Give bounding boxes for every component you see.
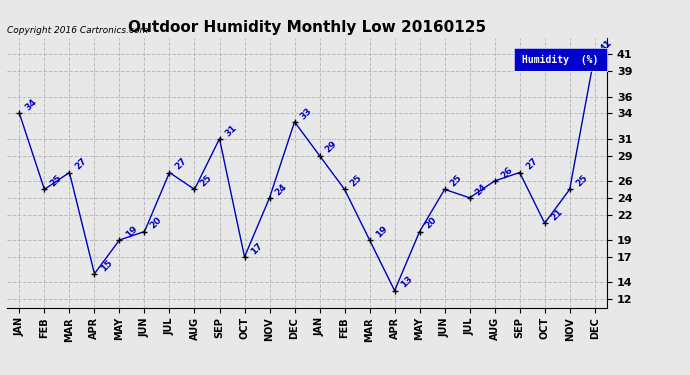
Text: 25: 25 bbox=[199, 173, 214, 189]
Text: 25: 25 bbox=[348, 173, 364, 189]
Text: Copyright 2016 Cartronics.com: Copyright 2016 Cartronics.com bbox=[7, 26, 148, 35]
Text: 33: 33 bbox=[299, 106, 314, 121]
Text: 20: 20 bbox=[424, 216, 439, 231]
Text: 21: 21 bbox=[549, 207, 564, 222]
Text: 24: 24 bbox=[474, 182, 489, 197]
Text: 24: 24 bbox=[274, 182, 289, 197]
Text: 19: 19 bbox=[374, 224, 389, 239]
Text: 15: 15 bbox=[99, 258, 114, 273]
Text: 27: 27 bbox=[174, 156, 189, 172]
Text: 27: 27 bbox=[524, 156, 539, 172]
Text: 31: 31 bbox=[224, 123, 239, 138]
Text: 26: 26 bbox=[499, 165, 514, 180]
Title: Outdoor Humidity Monthly Low 20160125: Outdoor Humidity Monthly Low 20160125 bbox=[128, 20, 486, 35]
Text: 20: 20 bbox=[148, 216, 164, 231]
Text: 25: 25 bbox=[574, 173, 589, 189]
Text: 25: 25 bbox=[448, 173, 464, 189]
Text: 27: 27 bbox=[74, 156, 89, 172]
Text: 29: 29 bbox=[324, 140, 339, 155]
Text: 25: 25 bbox=[48, 173, 63, 189]
Text: 34: 34 bbox=[23, 98, 39, 112]
Text: 19: 19 bbox=[124, 224, 139, 239]
Text: 13: 13 bbox=[399, 274, 414, 290]
Text: 17: 17 bbox=[248, 241, 264, 256]
Text: 41: 41 bbox=[599, 38, 614, 54]
